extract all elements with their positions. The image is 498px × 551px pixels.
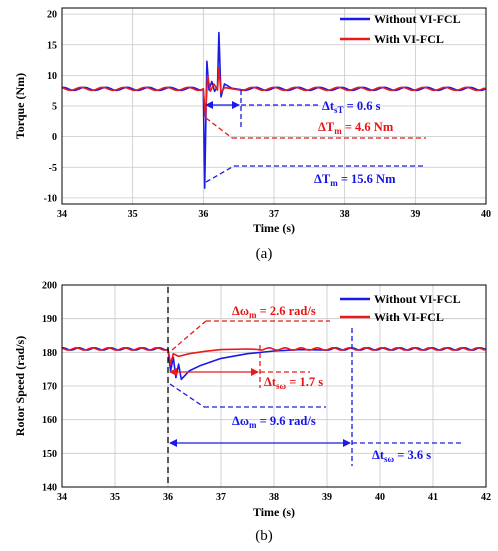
x-tick-label: 34 [57, 209, 67, 220]
torque-series-with-vi-fcl [61, 67, 487, 118]
torque-series-without-vi-fcl [62, 31, 487, 189]
y-tick-label: 150 [42, 449, 57, 460]
torque-plot-frame [61, 7, 487, 205]
x-tick-label: 39 [410, 209, 420, 220]
legend-label-with: With VI-FCL [374, 32, 444, 46]
y-tick-label: 0 [52, 132, 57, 143]
rotor-speed-plot-frame [61, 284, 487, 488]
y-tick-label: 15 [47, 40, 57, 51]
dtsT-label: ΔtsT = 0.6 s [322, 99, 381, 115]
dwm-blue-label: Δωm = 9.6 rad/s [232, 414, 316, 430]
dtsw-red-label: Δtsω = 1.7 s [264, 375, 323, 391]
torque-legend: Without VI-FCL With VI-FCL [340, 12, 461, 46]
dwm-blue-slant [169, 383, 205, 408]
x-tick-label: 36 [198, 209, 208, 220]
x-tick-label: 35 [128, 209, 138, 220]
rotor-speed-chart: 34 35 36 37 38 39 40 41 42140150160170180190200 … [13, 281, 491, 545]
torque-annotations: ΔtsT = 0.6 s ΔTm = 4.6 Nm ΔTm = 15.6 Nm [205, 90, 426, 188]
rotor-speed-tick-labels: 34 35 36 37 38 39 40 41 42 140 150 160 170 180 190 200 [42, 281, 491, 504]
x-tick-label: 36 [163, 492, 173, 503]
x-tick-label: 35 [110, 492, 120, 503]
dTm-red-slant [205, 117, 233, 139]
dTm-red-label: ΔTm = 4.6 Nm [318, 120, 394, 136]
y-tick-label: 190 [42, 314, 57, 325]
rotor-speed-x-axis-label: Time (s) [253, 505, 295, 519]
caption-a: (a) [256, 246, 273, 262]
y-tick-label: 10 [47, 71, 57, 82]
rotor-speed-legend: Without VI-FCL With VI-FCL [340, 292, 461, 324]
x-tick-label: 38 [340, 209, 350, 220]
rotor-speed-annotations: Δωm = 2.6 rad/s Δtsω = 1.7 s Δωm = 9.6 r… [169, 304, 462, 466]
rotor-speed-y-axis-label: Rotor Speed (rad/s) [13, 336, 27, 436]
y-tick-label: 140 [42, 483, 57, 494]
caption-b: (b) [255, 528, 273, 544]
x-tick-label: 37 [216, 492, 226, 503]
dwm-red-slant [171, 320, 207, 351]
x-tick-label: 42 [481, 492, 491, 503]
y-tick-label: 5 [52, 102, 57, 113]
rotor-speed-series [61, 346, 487, 381]
legend-label-without: Without VI-FCL [374, 292, 461, 306]
x-tick-label: 34 [57, 492, 67, 503]
x-tick-label: 39 [322, 492, 332, 503]
dTm-blue-slant [205, 165, 235, 183]
legend-label-with: With VI-FCL [374, 310, 444, 324]
y-tick-label: 170 [42, 382, 57, 393]
torque-y-axis-label: Torque (Nm) [13, 73, 27, 139]
y-tick-label: 200 [42, 281, 57, 292]
legend-label-without: Without VI-FCL [374, 12, 461, 26]
y-tick-label: 20 [47, 10, 57, 21]
torque-grid [62, 8, 486, 204]
y-tick-label: 160 [42, 415, 57, 426]
dtsw-blue-label: Δtsω = 3.6 s [372, 448, 431, 464]
rotor-speed-series-with-vi-fcl [61, 346, 487, 365]
x-tick-label: 37 [269, 209, 279, 220]
x-tick-label: 40 [375, 492, 385, 503]
dwm-red-label: Δωm = 2.6 rad/s [232, 304, 316, 320]
torque-tick-labels: 34 35 36 37 38 39 40 -10 -5 0 5 10 15 20 [44, 10, 491, 220]
torque-series [61, 31, 487, 189]
y-tick-label: 180 [42, 348, 57, 359]
x-tick-label: 41 [428, 492, 438, 503]
dTm-blue-label: ΔTm = 15.6 Nm [314, 172, 396, 188]
torque-x-axis-label: Time (s) [253, 221, 295, 235]
x-tick-label: 40 [481, 209, 491, 220]
x-tick-label: 38 [269, 492, 279, 503]
y-tick-label: -5 [49, 163, 57, 174]
y-tick-label: -10 [44, 193, 57, 204]
